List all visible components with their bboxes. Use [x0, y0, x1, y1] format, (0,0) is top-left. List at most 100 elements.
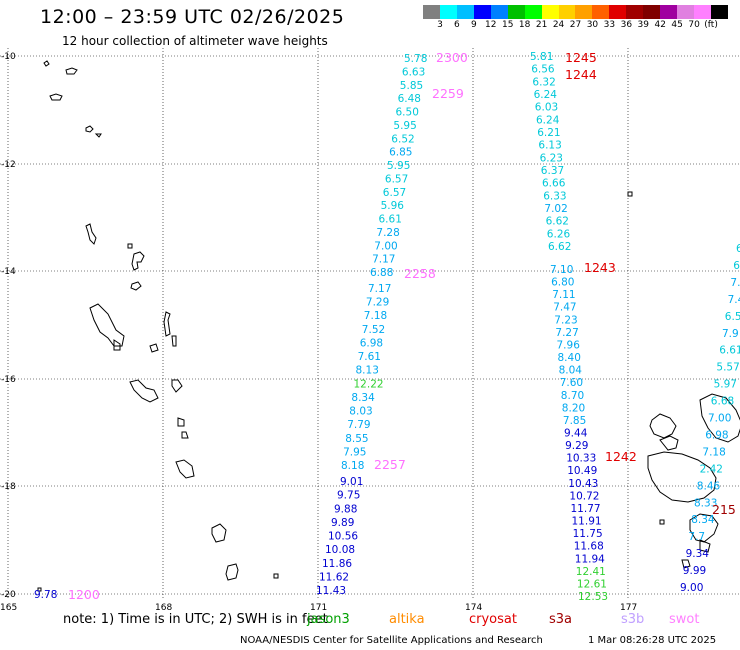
wave-height-value: 11.91: [572, 516, 602, 528]
wave-height-value: 7.17: [368, 283, 391, 295]
wave-height-value: 7.9: [722, 328, 739, 340]
coastlines: [37, 60, 740, 592]
wave-height-value: 5.85: [400, 80, 423, 92]
wave-height-value: 7.79: [347, 419, 370, 431]
wave-height-value: 7.: [730, 277, 740, 289]
colorbar-swatch: [456, 5, 474, 19]
lat-label: -12: [1, 160, 16, 170]
wave-height-value: 8.70: [561, 390, 584, 402]
pass-time-label: 1200: [68, 587, 100, 602]
colorbar-tick-label: 21: [535, 20, 548, 30]
wave-height-value: 7.60: [560, 377, 583, 389]
wave-height-value: 10.08: [325, 544, 355, 556]
wave-height-value: 5.78: [404, 53, 427, 65]
colorbar-tick-label: 12: [485, 20, 497, 30]
credit-line: NOAA/NESDIS Center for Satellite Applica…: [240, 635, 543, 646]
colorbar-swatch: [507, 5, 525, 19]
wave-height-value: 9.75: [337, 490, 360, 502]
colorbar-swatch: [575, 5, 593, 19]
wave-height-value: 6.13: [538, 140, 561, 152]
wave-height-value: 8.40: [558, 352, 581, 364]
wave-height-value: 6.: [736, 243, 740, 255]
colorbar-swatch: [592, 5, 610, 19]
wave-height-value: 10.33: [566, 453, 596, 465]
wave-height-value: 5.81: [530, 51, 553, 63]
colorbar-tick-label: 33: [603, 20, 616, 30]
lon-label: 177: [620, 603, 637, 613]
map-grid: [0, 48, 740, 600]
axis-labels: -10 -12 -14 -16 -18 -20 165 168 171 174 177: [0, 52, 637, 613]
wave-height-value: 2.42: [700, 463, 723, 475]
lon-label: 171: [310, 603, 327, 613]
wave-height-value: 6.: [733, 260, 740, 272]
colorbar-tick-label: 27: [569, 20, 582, 30]
note-prefix: note: 1) Time is in UTC; 2) SWH is in fe…: [63, 612, 328, 627]
source-jason3: jason3: [307, 612, 350, 627]
wave-height-value: 6.37: [541, 165, 564, 177]
wave-height-value: 6.24: [536, 114, 560, 126]
wave-height-value: 6.03: [535, 102, 558, 114]
wave-height-value: 7.00: [708, 413, 731, 425]
wave-height-value: 6.62: [546, 216, 569, 228]
altimeter-tracks: 5.786.635.856.486.505.956.526.855.956.57…: [34, 50, 740, 603]
island-shape: [627, 191, 740, 569]
wave-height-value: 8.34: [351, 392, 375, 404]
wave-height-value: 10.49: [567, 465, 597, 477]
wave-height-value: 6.57: [383, 187, 406, 199]
map-title: 12:00 – 23:59 UTC 02/26/2025: [40, 6, 345, 28]
source-s3b: s3b: [621, 612, 645, 627]
wave-height-value: 6.50: [396, 107, 419, 119]
wave-height-value: 7.4: [728, 294, 740, 306]
wave-height-value: 6.61: [379, 214, 402, 226]
wave-height-value: 7.23: [554, 314, 577, 326]
colorbar-tick-label: 30: [586, 20, 599, 30]
wave-height-value: 10.72: [569, 490, 599, 502]
wave-height-value: 6.98: [360, 338, 383, 350]
wave-height-value: 6.21: [537, 127, 560, 139]
colorbar-tick-label: 45: [671, 20, 683, 30]
pass-time-label: 215: [712, 502, 736, 517]
pass-time-label: 1245: [565, 50, 597, 65]
wave-height-value: 5.95: [393, 120, 416, 132]
wave-height-value: 7.00: [374, 240, 397, 252]
wave-height-value: 9.00: [680, 582, 703, 594]
colorbar-swatch: [541, 5, 559, 19]
colorbar-swatch: [626, 5, 644, 19]
island-shape: [37, 60, 279, 592]
lat-label: -14: [1, 267, 16, 277]
wave-height-value: 11.43: [316, 585, 346, 597]
colorbar-tick-label: 6: [454, 20, 460, 30]
wave-height-value: 6.88: [370, 267, 393, 279]
wave-height-value: 7.29: [366, 297, 389, 309]
source-cryosat: cryosat: [469, 612, 517, 627]
colorbar-tick-label: 3: [437, 20, 443, 30]
wave-height-value: 11.75: [573, 528, 603, 540]
wave-height-value: 8.03: [349, 406, 372, 418]
source-swot: swot: [669, 612, 700, 627]
wave-height-value: 6.62: [548, 241, 571, 253]
wave-height-value: 7.85: [563, 415, 586, 427]
colorbar-tick-label: 36: [620, 20, 633, 30]
colorbar-tick-label: 70: [688, 20, 700, 30]
wave-height-value: 9.44: [564, 428, 588, 440]
wave-height-value: 7.61: [358, 351, 381, 363]
wave-height-value: 6.52: [391, 133, 414, 145]
colorbar-tick-label: 9: [470, 20, 477, 30]
wave-height-value: 9.78: [34, 589, 57, 601]
wave-height-value: 9.29: [565, 440, 588, 452]
colorbar-swatch: [558, 5, 576, 19]
wave-height-value: 7.52: [362, 324, 385, 336]
wave-height-value: 7.18: [702, 446, 725, 458]
wave-height-value: 5.95: [387, 160, 410, 172]
lat-label: -18: [1, 482, 16, 492]
source-altika: altika: [389, 612, 425, 627]
colorbar-swatch: [694, 5, 711, 19]
wave-height-value: 5.57: [716, 362, 739, 374]
pass-time-label: 1244: [565, 67, 597, 82]
wave-height-value: 11.86: [322, 558, 352, 570]
wave-height-colorbar: [423, 5, 728, 19]
wave-height-value: 6.32: [532, 76, 555, 88]
wave-height-value: 12.41: [576, 566, 606, 578]
lat-label: -20: [1, 590, 16, 600]
